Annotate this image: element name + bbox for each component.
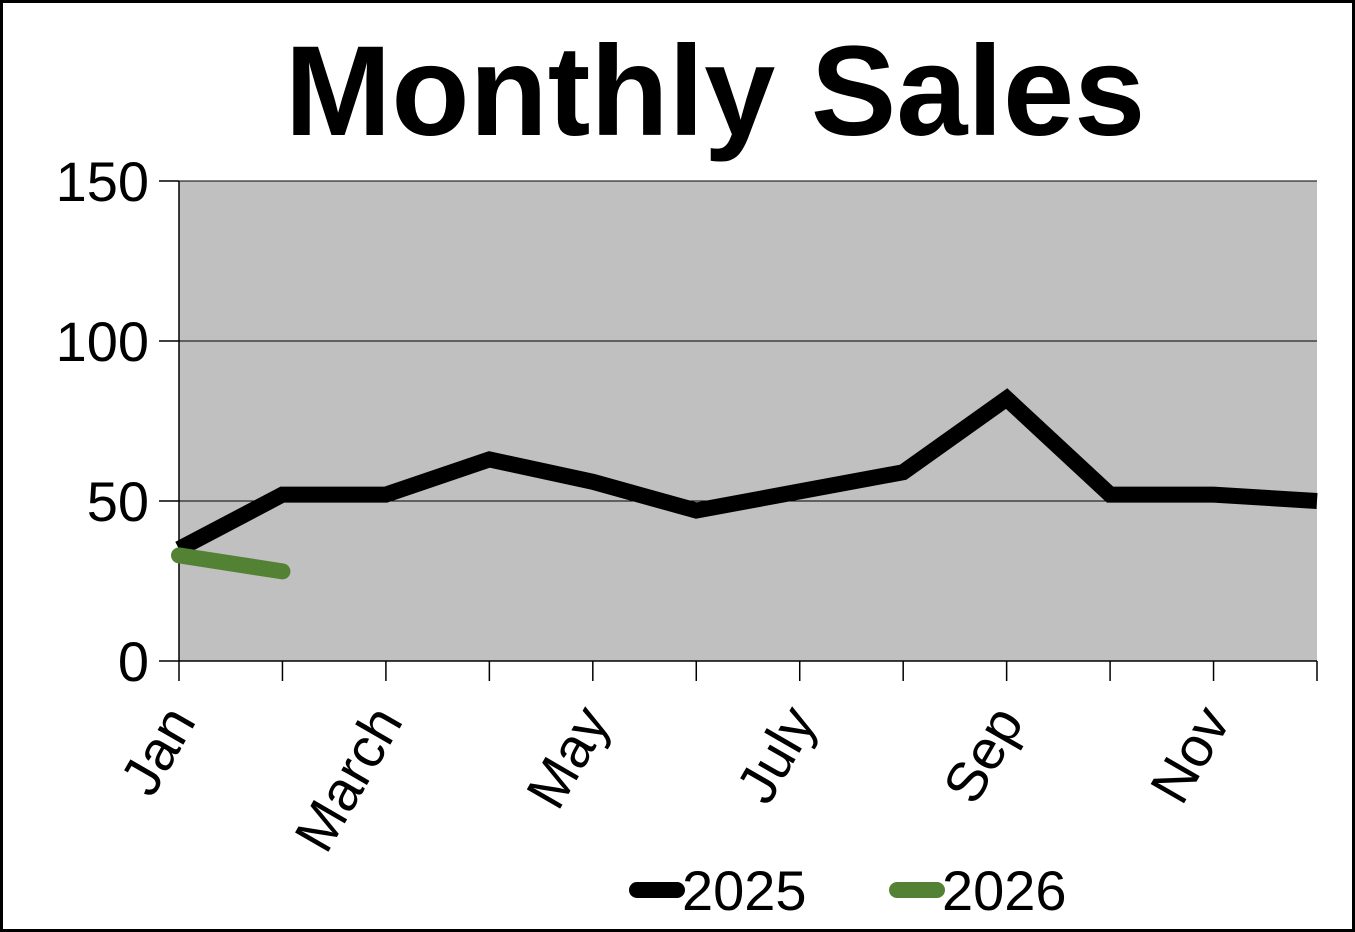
chart-title: Monthly Sales <box>285 20 1146 163</box>
series-line <box>171 547 291 580</box>
y-tick-label: 100 <box>56 310 149 373</box>
series-line <box>175 388 1318 557</box>
legend-label: 2025 <box>682 859 807 922</box>
plot-area <box>179 181 1317 661</box>
y-tick-label: 0 <box>118 630 149 693</box>
y-tick-label: 50 <box>87 470 149 533</box>
y-tick-label: 150 <box>56 150 149 213</box>
legend-label: 2026 <box>942 859 1067 922</box>
